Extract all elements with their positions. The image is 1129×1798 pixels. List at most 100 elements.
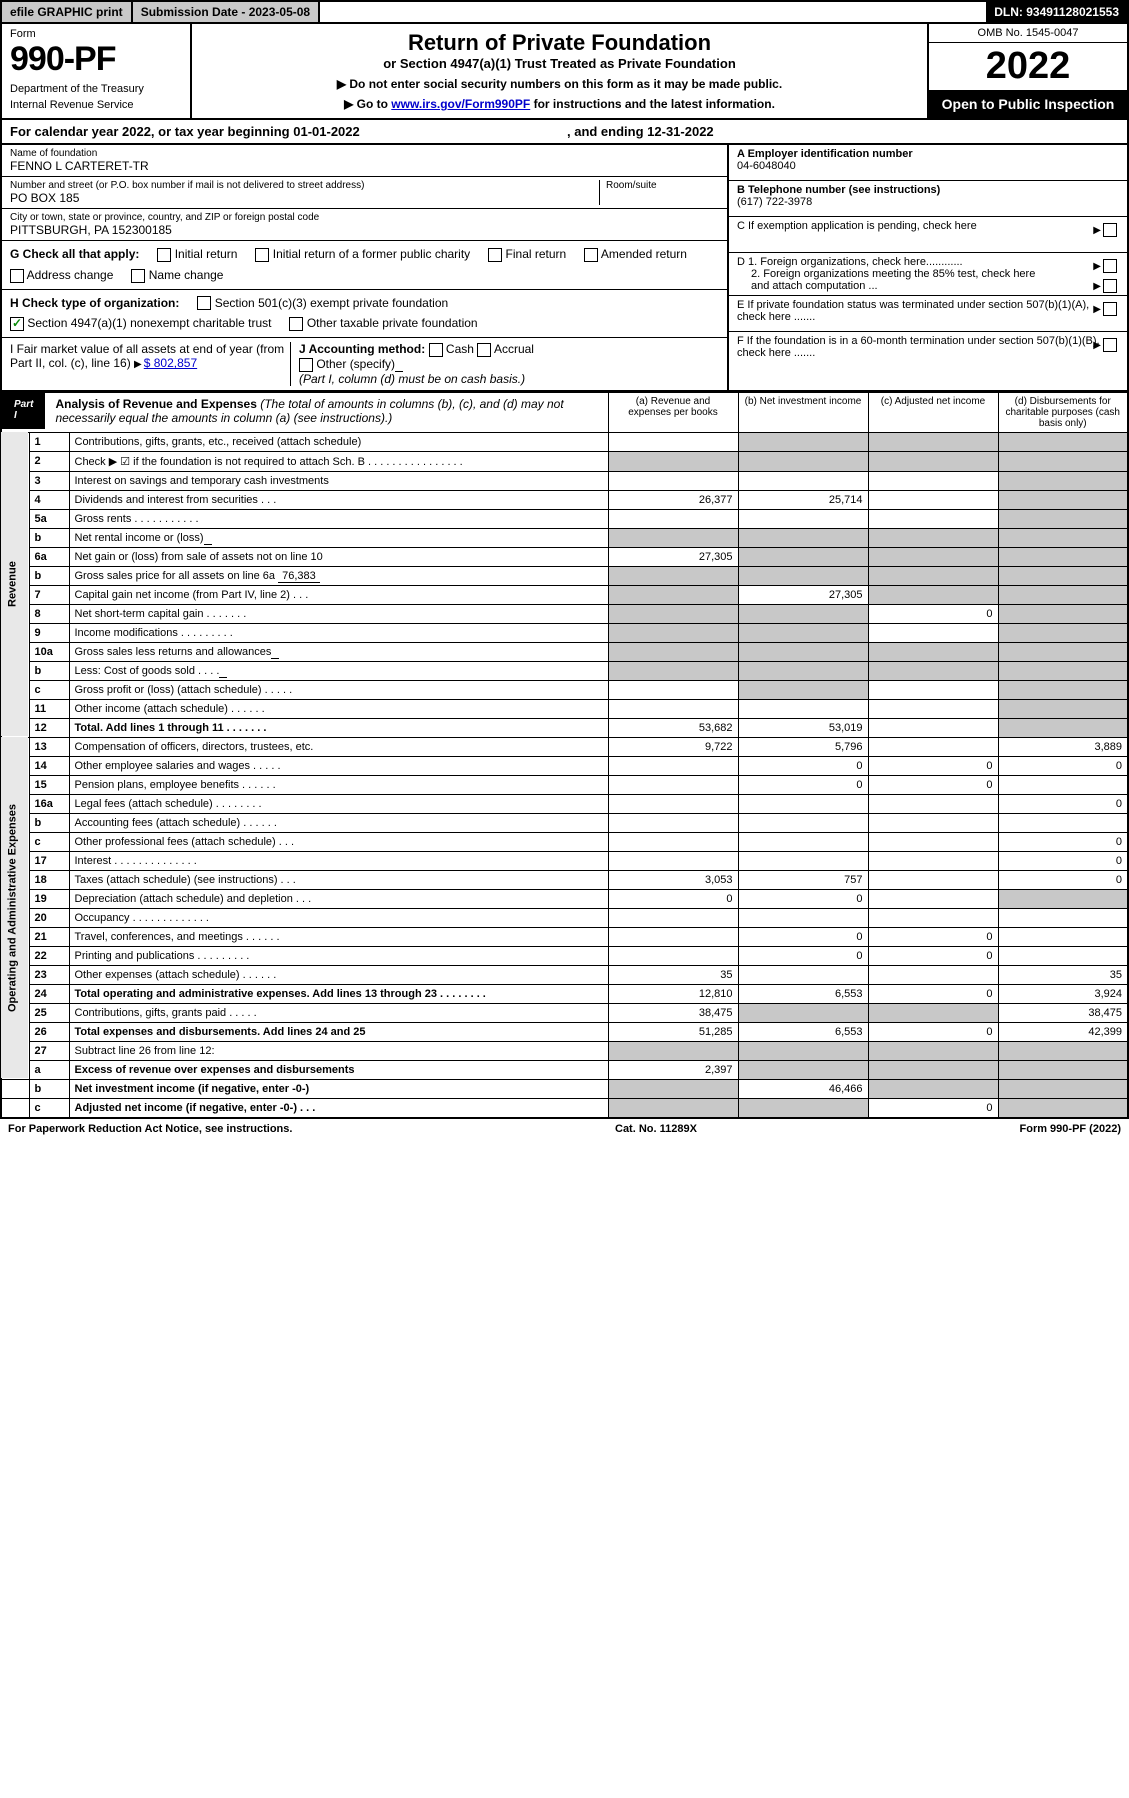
header-right: OMB No. 1545-0047 2022 Open to Public In… (927, 24, 1127, 118)
r10b: Less: Cost of goods sold . . . . (69, 661, 608, 680)
r9: Income modifications . . . . . . . . . (69, 623, 608, 642)
lno-23: 23 (29, 965, 69, 984)
col-c-hdr: (c) Adjusted net income (868, 392, 998, 432)
lno-9: 9 (29, 623, 69, 642)
form-header: Form 990-PF Department of the Treasury I… (0, 24, 1129, 120)
c-check[interactable] (1093, 223, 1117, 237)
r14c: 0 (868, 756, 998, 775)
lno-3: 3 (29, 471, 69, 490)
col-d-hdr: (d) Disbursements for charitable purpose… (998, 392, 1128, 432)
r1: Contributions, gifts, grants, etc., rece… (69, 432, 608, 451)
r21c: 0 (868, 927, 998, 946)
lno-16a: 16a (29, 794, 69, 813)
e-check[interactable] (1093, 302, 1117, 316)
d2-label: 2. Foreign organizations meeting the 85%… (751, 268, 1051, 292)
calyear-begin: 01-01-2022 (293, 124, 360, 139)
lno-25: 25 (29, 1003, 69, 1022)
r27b: Net investment income (if negative, ente… (69, 1079, 608, 1098)
footer-right: Form 990-PF (2022) (1020, 1123, 1121, 1135)
r10c: Gross profit or (loss) (attach schedule)… (69, 680, 608, 699)
name-label: Name of foundation (10, 148, 719, 159)
lno-10b: b (29, 661, 69, 680)
lno-14: 14 (29, 756, 69, 775)
j-accrual[interactable]: Accrual (477, 342, 534, 356)
tax-year: 2022 (929, 43, 1127, 90)
r16cd: 0 (998, 832, 1128, 851)
d1-check[interactable] (1093, 259, 1117, 273)
g-address[interactable]: Address change (10, 268, 113, 283)
form-label: Form (10, 28, 182, 40)
r16b: Accounting fees (attach schedule) . . . … (69, 813, 608, 832)
r7: Capital gain net income (from Part IV, l… (69, 585, 608, 604)
sub2b-pre: ▶ Go to (344, 97, 391, 111)
h-check-row: H Check type of organization: Section 50… (2, 290, 727, 339)
lno-4: 4 (29, 490, 69, 509)
d2-check[interactable] (1093, 279, 1117, 293)
r27c: Adjusted net income (if negative, enter … (69, 1098, 608, 1118)
g-amended[interactable]: Amended return (584, 247, 687, 262)
c-label: C If exemption application is pending, c… (737, 220, 977, 232)
r18a: 3,053 (608, 870, 738, 889)
irs-link[interactable]: www.irs.gov/Form990PF (391, 97, 530, 111)
part1-label: Part I (2, 393, 45, 429)
box-b: B Telephone number (see instructions) (6… (729, 181, 1127, 217)
address-row: Number and street (or P.O. box number if… (2, 177, 727, 209)
r24b: 6,553 (738, 984, 868, 1003)
r26: Total expenses and disbursements. Add li… (69, 1022, 608, 1041)
box-a: A Employer identification number 04-6048… (729, 145, 1127, 181)
calyear-end: 12-31-2022 (647, 124, 714, 139)
g-name[interactable]: Name change (131, 268, 223, 283)
lno-6b: b (29, 566, 69, 585)
calyear-pre: For calendar year 2022, or tax year begi… (10, 124, 293, 139)
h-501c3[interactable]: Section 501(c)(3) exempt private foundat… (197, 296, 448, 311)
addr-value: PO BOX 185 (10, 191, 599, 205)
top-bar: efile GRAPHIC print Submission Date - 20… (0, 0, 1129, 24)
j-other[interactable]: Other (specify) (299, 357, 395, 371)
r26b: 6,553 (738, 1022, 868, 1041)
revenue-side: Revenue (1, 432, 29, 737)
h-other[interactable]: Other taxable private foundation (289, 316, 477, 331)
footer-left: For Paperwork Reduction Act Notice, see … (8, 1123, 292, 1135)
g-final[interactable]: Final return (488, 247, 566, 262)
lno-19: 19 (29, 889, 69, 908)
calendar-year-row: For calendar year 2022, or tax year begi… (0, 120, 1129, 145)
r27: Subtract line 26 from line 12: (69, 1041, 608, 1060)
r8: Net short-term capital gain . . . . . . … (69, 604, 608, 623)
lno-2: 2 (29, 451, 69, 471)
lno-1: 1 (29, 432, 69, 451)
part1-title: Analysis of Revenue and Expenses (55, 397, 260, 411)
j-note: (Part I, column (d) must be on cash basi… (299, 372, 525, 386)
h-4947[interactable]: Section 4947(a)(1) nonexempt charitable … (10, 316, 271, 331)
r4a: 26,377 (608, 490, 738, 509)
r16a: Legal fees (attach schedule) . . . . . .… (69, 794, 608, 813)
r13b: 5,796 (738, 737, 868, 756)
lno-27c: c (29, 1098, 69, 1118)
i-value[interactable]: $ 802,857 (144, 356, 197, 370)
lno-22: 22 (29, 946, 69, 965)
r14b: 0 (738, 756, 868, 775)
col-a-hdr: (a) Revenue and expenses per books (608, 392, 738, 432)
g-initial-former[interactable]: Initial return of a former public charit… (255, 247, 470, 262)
r27cc: 0 (868, 1098, 998, 1118)
g-label: G Check all that apply: (10, 247, 139, 262)
dln-label: DLN: 93491128021553 (986, 2, 1127, 22)
lno-16c: c (29, 832, 69, 851)
lno-18: 18 (29, 870, 69, 889)
i-block: I Fair market value of all assets at end… (10, 342, 290, 386)
f-check[interactable] (1093, 338, 1117, 352)
header-left: Form 990-PF Department of the Treasury I… (2, 24, 192, 118)
lno-7: 7 (29, 585, 69, 604)
r22: Printing and publications . . . . . . . … (69, 946, 608, 965)
lno-26: 26 (29, 1022, 69, 1041)
h-label: H Check type of organization: (10, 296, 179, 311)
r13: Compensation of officers, directors, tru… (69, 737, 608, 756)
r27bb: 46,466 (738, 1079, 868, 1098)
r10a: Gross sales less returns and allowances (69, 642, 608, 661)
lno-10c: c (29, 680, 69, 699)
j-cash[interactable]: Cash (429, 342, 474, 356)
r12b: 53,019 (738, 718, 868, 737)
r2: Check ▶ ☑ if the foundation is not requi… (69, 451, 608, 471)
lno-5a: 5a (29, 509, 69, 528)
g-initial[interactable]: Initial return (157, 247, 237, 262)
a-value: 04-6048040 (737, 160, 796, 172)
